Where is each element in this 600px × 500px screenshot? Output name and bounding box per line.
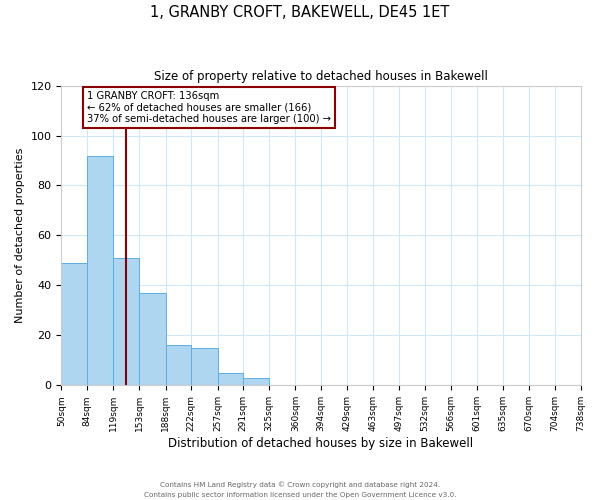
Bar	[87, 156, 113, 386]
Bar	[113, 258, 139, 386]
Bar	[218, 373, 243, 386]
Bar	[166, 346, 191, 386]
Text: Contains HM Land Registry data © Crown copyright and database right 2024.
Contai: Contains HM Land Registry data © Crown c…	[144, 482, 456, 498]
Text: 1, GRANBY CROFT, BAKEWELL, DE45 1ET: 1, GRANBY CROFT, BAKEWELL, DE45 1ET	[151, 5, 449, 20]
Text: 1 GRANBY CROFT: 136sqm
← 62% of detached houses are smaller (166)
37% of semi-de: 1 GRANBY CROFT: 136sqm ← 62% of detached…	[87, 90, 331, 124]
Bar	[191, 348, 218, 386]
Bar	[243, 378, 269, 386]
Bar	[61, 263, 87, 386]
Title: Size of property relative to detached houses in Bakewell: Size of property relative to detached ho…	[154, 70, 488, 83]
Bar	[139, 293, 166, 386]
Y-axis label: Number of detached properties: Number of detached properties	[15, 148, 25, 323]
X-axis label: Distribution of detached houses by size in Bakewell: Distribution of detached houses by size …	[169, 437, 473, 450]
